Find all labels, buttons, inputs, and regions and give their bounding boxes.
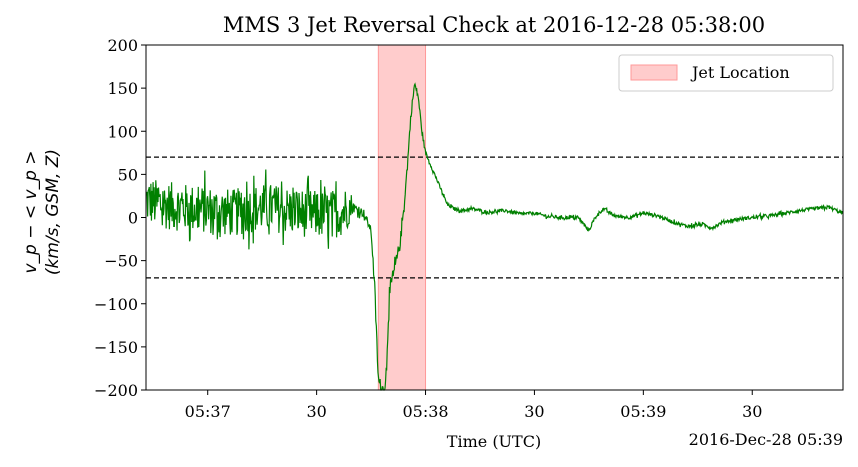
y-axis-label-line1: v_p − < v_p > [21, 150, 41, 273]
data-series-line [145, 82, 844, 391]
x-axis-label: Time (UTC) [447, 432, 541, 451]
plot-area: −200 −150 −100 −50 0 50 100 150 200 05:37 30 05:38 3… [94, 36, 844, 421]
y-tick-label: 150 [107, 79, 138, 98]
x-axis-offset-label: 2016-Dec-28 05:39 [689, 430, 843, 449]
chart-title: MMS 3 Jet Reversal Check at 2016-12-28 0… [223, 13, 765, 37]
legend-frame [618, 54, 834, 92]
x-tick-label: 05:38 [402, 402, 448, 421]
y-tick-label: 200 [107, 36, 138, 55]
y-tick-label: −150 [94, 338, 138, 357]
legend-swatch [630, 64, 678, 81]
y-tick-label: 50 [118, 165, 138, 184]
y-axis-label-line2: (km/s, GSM, Z) [43, 149, 63, 275]
x-tick-label: 30 [306, 402, 326, 421]
y-tick-label: −50 [104, 252, 138, 271]
x-tick-label: 30 [742, 402, 762, 421]
x-tick-label: 30 [524, 402, 544, 421]
y-tick-label: −100 [94, 295, 138, 314]
x-tick-label: 05:39 [620, 402, 666, 421]
y-tick-label: 0 [128, 209, 138, 228]
legend: Jet Location [618, 54, 834, 92]
legend-label: Jet Location [690, 63, 790, 82]
x-tick-label: 05:37 [185, 402, 231, 421]
jet-region [377, 44, 427, 391]
y-tick-label: 100 [107, 122, 138, 141]
y-tick-label: −200 [94, 381, 138, 400]
